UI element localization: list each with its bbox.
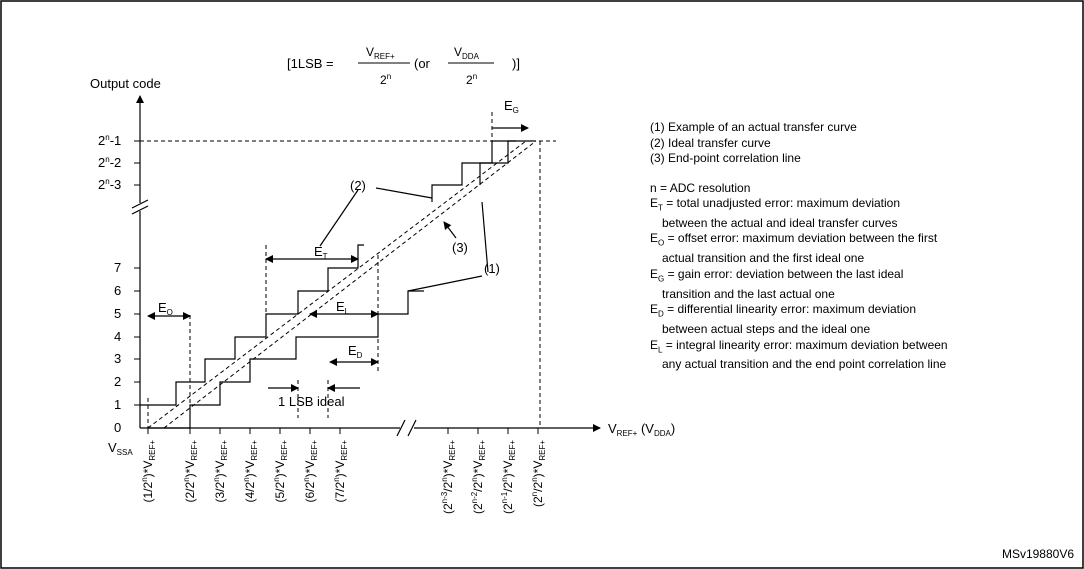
ideal-transfer-staircase bbox=[140, 140, 516, 406]
x-axis-title: VREF+ (VDDA) bbox=[608, 421, 675, 438]
x-tick-label: (2n-3/2n)*VREF+ bbox=[440, 440, 457, 514]
legend-error-line-cont: transition and the last actual one bbox=[662, 286, 835, 301]
y-label-top-code: 2n-3 bbox=[98, 177, 121, 192]
curve1-label: (1) bbox=[484, 261, 500, 276]
legend-error-line-cont: actual transition and the first ideal on… bbox=[662, 251, 865, 266]
ed-label: ED bbox=[348, 343, 363, 360]
legend-item-1: (1) Example of an actual transfer curve bbox=[650, 120, 857, 134]
et-label: ET bbox=[314, 244, 328, 261]
error-arrows bbox=[147, 124, 529, 392]
y-label-code: 3 bbox=[114, 351, 121, 366]
y-label-code: 0 bbox=[114, 420, 121, 435]
callout-2b bbox=[319, 189, 359, 247]
callout-2 bbox=[375, 187, 433, 199]
legend-error-line-cont: any actual transition and the end point … bbox=[662, 357, 947, 372]
x-tick-labels: (1/2n)*VREF+ (2/2n)*VREF+ (3/2n)*VREF+ (4/2… bbox=[140, 440, 547, 514]
y-label-top-code: 2n-1 bbox=[98, 133, 121, 148]
axes bbox=[136, 95, 601, 432]
callout-1 bbox=[481, 201, 489, 273]
y-label-code: 7 bbox=[114, 260, 121, 275]
formula-denominator-2: 2n bbox=[466, 72, 477, 87]
legend-error-line: EL = integral linearity error: maximum d… bbox=[650, 337, 948, 354]
legend-error-line: ED = differential linearity error: maxim… bbox=[650, 302, 917, 319]
x-tick-label: (1/2n)*VREF+ bbox=[140, 440, 157, 503]
y-label-code: 4 bbox=[114, 329, 121, 344]
y-label-code: 6 bbox=[114, 283, 121, 298]
x-tick-label: (6/2n)*VREF+ bbox=[302, 440, 319, 503]
y-label-code: 1 bbox=[114, 397, 121, 412]
x-tick-label: (4/2n)*VREF+ bbox=[242, 440, 259, 503]
legend-item-2: (2) Ideal transfer curve bbox=[650, 135, 771, 150]
legend-error-line-cont: between actual steps and the ideal one bbox=[662, 322, 871, 337]
formula-denominator-1: 2n bbox=[380, 72, 391, 87]
y-ticks bbox=[134, 140, 140, 406]
legend-error-definitions: ET = total unadjusted error: maximum dev… bbox=[650, 196, 1080, 373]
el-label: EL bbox=[336, 299, 350, 316]
x-tick-label: (7/2n)*VREF+ bbox=[332, 440, 349, 503]
x-tick-label: (3/2n)*VREF+ bbox=[212, 440, 229, 503]
x-tick-label: (2n-2/2n)*VREF+ bbox=[470, 440, 487, 514]
legend-n-definition: n = ADC resolution bbox=[650, 180, 751, 195]
curve2-label: (2) bbox=[350, 178, 366, 193]
legend-error-line: EO = offset error: maximum deviation bet… bbox=[650, 231, 938, 248]
ideal-transfer-line bbox=[147, 140, 527, 429]
x-tick-label: (2/2n)*VREF+ bbox=[182, 440, 199, 503]
legend-error-line: EG = gain error: deviation between the l… bbox=[650, 266, 904, 284]
x-origin-label: VSSA bbox=[108, 440, 133, 457]
legend-item-3: (3) End-point correlation line bbox=[650, 151, 801, 165]
y-label-code: 2 bbox=[114, 374, 121, 389]
y-label-code: 5 bbox=[114, 306, 121, 321]
formula-or: (or bbox=[414, 56, 431, 71]
end-point-correlation-line bbox=[163, 140, 537, 429]
x-tick-label: (5/2n)*VREF+ bbox=[272, 440, 289, 503]
legend: (1) Example of an actual transfer curve … bbox=[650, 120, 1080, 373]
lsb-ideal-label: 1 LSB ideal bbox=[278, 394, 345, 409]
formula-numerator-vref: VREF+ bbox=[366, 45, 395, 61]
x-ticks bbox=[147, 428, 539, 434]
formula-prefix: [1LSB = bbox=[287, 56, 334, 71]
figure-reference: MSv19880V6 bbox=[1001, 547, 1074, 561]
formula-numerator-vdda: VDDA bbox=[454, 45, 480, 61]
legend-error-line-cont: between the actual and ideal transfer cu… bbox=[662, 215, 898, 230]
callout-3 bbox=[443, 221, 457, 239]
lsb-formula: [1LSB = VREF+ 2n (or VDDA 2n )] bbox=[287, 45, 520, 87]
eo-label: EO bbox=[158, 300, 173, 317]
curve3-label: (3) bbox=[452, 240, 468, 255]
y-axis-title: Output code bbox=[90, 76, 161, 91]
axis-breaks bbox=[131, 199, 417, 437]
callout-1b bbox=[407, 275, 483, 292]
y-labels-low: 7 6 5 4 3 2 1 0 bbox=[114, 260, 121, 435]
formula-close: )] bbox=[512, 56, 520, 71]
actual-transfer-staircase bbox=[148, 140, 536, 429]
y-labels-top: 2n-1 2n-2 2n-3 bbox=[98, 133, 121, 192]
legend-error-line: ET = total unadjusted error: maximum dev… bbox=[650, 196, 901, 213]
x-tick-label: (2n-1/2n)*VREF+ bbox=[500, 440, 517, 514]
y-label-top-code: 2n-2 bbox=[98, 155, 121, 170]
eg-label: EG bbox=[504, 98, 519, 115]
x-tick-label: (2n/2n)*VREF+ bbox=[530, 440, 547, 507]
